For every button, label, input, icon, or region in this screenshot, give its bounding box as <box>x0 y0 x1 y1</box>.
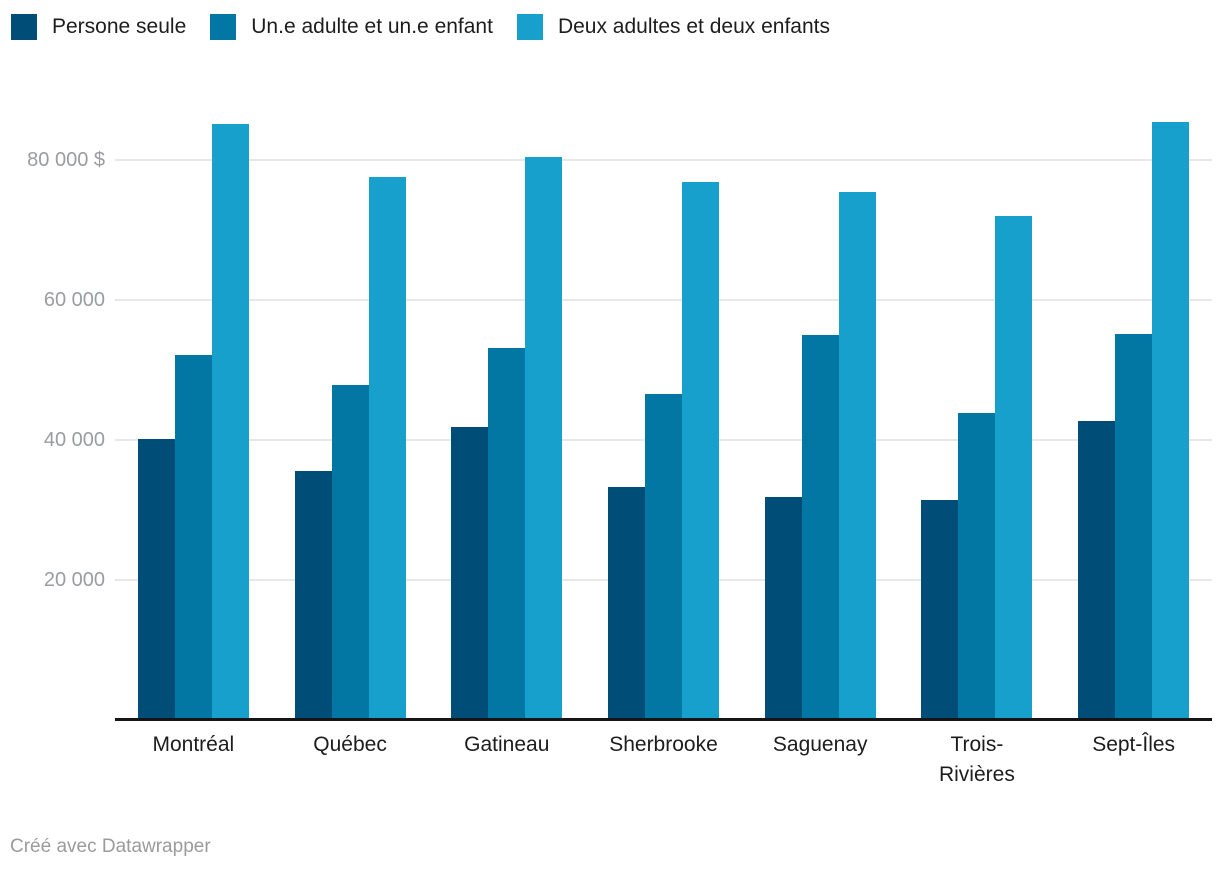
gridline <box>115 299 1212 301</box>
bar-Sherbrooke-Persone seule <box>608 486 645 720</box>
bar-Québec-Persone seule <box>294 470 332 720</box>
bar-Gatineau-Deux adultes et deux enfants <box>525 156 563 720</box>
legend: Persone seule Un.e adulte et un.e enfant… <box>11 14 854 40</box>
x-axis-label: Saguenay <box>742 730 899 760</box>
x-axis-label: Gatineau <box>428 730 585 760</box>
x-axis-label: Sherbrooke <box>585 730 742 760</box>
bar-Trois-Rivières-Deux adultes et deux enfants <box>995 216 1033 720</box>
bar-Trois-Rivières-Persone seule <box>921 499 959 720</box>
legend-item-persone-seule: Persone seule <box>11 14 186 40</box>
gridline <box>115 159 1212 161</box>
x-axis-line <box>115 718 1212 721</box>
y-axis-tick-label: 40 000 <box>43 429 105 451</box>
legend-label: Persone seule <box>52 15 187 38</box>
bar-Gatineau-Un.e adulte et un.e enfant <box>488 348 526 720</box>
x-axis-label-text: Trois-Rivières <box>938 733 1015 786</box>
y-axis-tick-label: 60 000 <box>43 289 105 311</box>
legend-swatch-adulte-enfant <box>210 14 237 40</box>
legend-item-deux-adultes: Deux adultes et deux enfants <box>516 14 830 40</box>
bar-Saguenay-Un.e adulte et un.e enfant <box>801 335 839 720</box>
x-axis-label: Québec <box>272 730 429 760</box>
legend-item-adulte-enfant: Un.e adulte et un.e enfant <box>210 14 493 40</box>
x-axis-label: Trois-Rivières <box>899 730 1056 790</box>
legend-label: Deux adultes et deux enfants <box>557 15 830 38</box>
bar-Montréal-Persone seule <box>137 439 175 720</box>
legend-swatch-deux-adultes <box>516 14 543 40</box>
bar-Sept-Îles-Un.e adulte et un.e enfant <box>1115 333 1153 720</box>
bar-Québec-Deux adultes et deux enfants <box>368 176 406 720</box>
legend-swatch-persone-seule <box>11 14 37 40</box>
y-axis-tick-label: 20 000 <box>43 569 105 591</box>
x-axis-label-text: Québec <box>313 733 387 756</box>
bar-Sherbrooke-Un.e adulte et un.e enfant <box>645 393 682 720</box>
datawrapper-credit[interactable]: Créé avec Datawrapper <box>10 836 211 857</box>
legend-label: Un.e adulte et un.e enfant <box>251 15 493 38</box>
x-axis-label-text: Montréal <box>152 733 235 756</box>
x-axis-label-text: Sept-Îles <box>1092 733 1176 756</box>
bar-Trois-Rivières-Un.e adulte et un.e enfant <box>958 413 996 720</box>
bar-Québec-Un.e adulte et un.e enfant <box>331 385 369 720</box>
bar-Montréal-Deux adultes et deux enfants <box>211 123 249 720</box>
x-axis-label: Sept-Îles <box>1055 730 1212 760</box>
bar-Sept-Îles-Deux adultes et deux enfants <box>1152 122 1190 720</box>
bar-Saguenay-Deux adultes et deux enfants <box>838 192 876 720</box>
y-axis-tick-label: 80 000 $ <box>27 149 105 171</box>
bar-Gatineau-Persone seule <box>451 427 489 720</box>
bar-Montréal-Un.e adulte et un.e enfant <box>174 355 212 720</box>
x-axis-label-text: Gatineau <box>464 733 550 756</box>
bar-Sept-Îles-Persone seule <box>1078 421 1116 720</box>
bar-Sherbrooke-Deux adultes et deux enfants <box>682 182 719 720</box>
bar-Saguenay-Persone seule <box>764 496 802 720</box>
x-axis-label-text: Saguenay <box>772 733 868 756</box>
x-axis-label: Montréal <box>115 730 272 760</box>
x-axis-label-text: Sherbrooke <box>609 733 718 756</box>
